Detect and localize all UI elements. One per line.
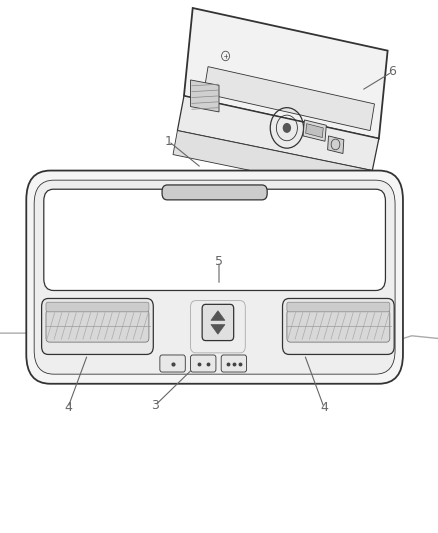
FancyBboxPatch shape <box>191 301 245 353</box>
Polygon shape <box>211 311 225 320</box>
FancyBboxPatch shape <box>287 310 390 342</box>
Circle shape <box>283 124 290 132</box>
Text: 4: 4 <box>320 401 328 414</box>
Polygon shape <box>173 131 372 195</box>
Polygon shape <box>211 325 225 334</box>
Polygon shape <box>184 8 388 139</box>
FancyBboxPatch shape <box>162 185 267 200</box>
FancyBboxPatch shape <box>46 310 149 342</box>
FancyBboxPatch shape <box>287 302 390 312</box>
FancyBboxPatch shape <box>26 171 403 384</box>
Polygon shape <box>303 120 326 141</box>
Text: 6: 6 <box>388 66 396 78</box>
Polygon shape <box>191 80 219 112</box>
FancyBboxPatch shape <box>34 180 395 374</box>
FancyBboxPatch shape <box>202 304 234 341</box>
FancyBboxPatch shape <box>191 355 216 372</box>
Text: 5: 5 <box>215 255 223 268</box>
FancyBboxPatch shape <box>160 355 185 372</box>
Text: 3: 3 <box>152 399 159 411</box>
FancyBboxPatch shape <box>221 355 247 372</box>
FancyBboxPatch shape <box>46 302 149 312</box>
Polygon shape <box>306 124 323 138</box>
Polygon shape <box>204 67 374 131</box>
FancyBboxPatch shape <box>283 298 394 354</box>
Polygon shape <box>177 96 379 171</box>
FancyBboxPatch shape <box>42 298 153 354</box>
Text: 1: 1 <box>165 135 173 148</box>
Text: 4: 4 <box>64 401 72 414</box>
Polygon shape <box>328 136 344 154</box>
FancyBboxPatch shape <box>44 189 385 290</box>
